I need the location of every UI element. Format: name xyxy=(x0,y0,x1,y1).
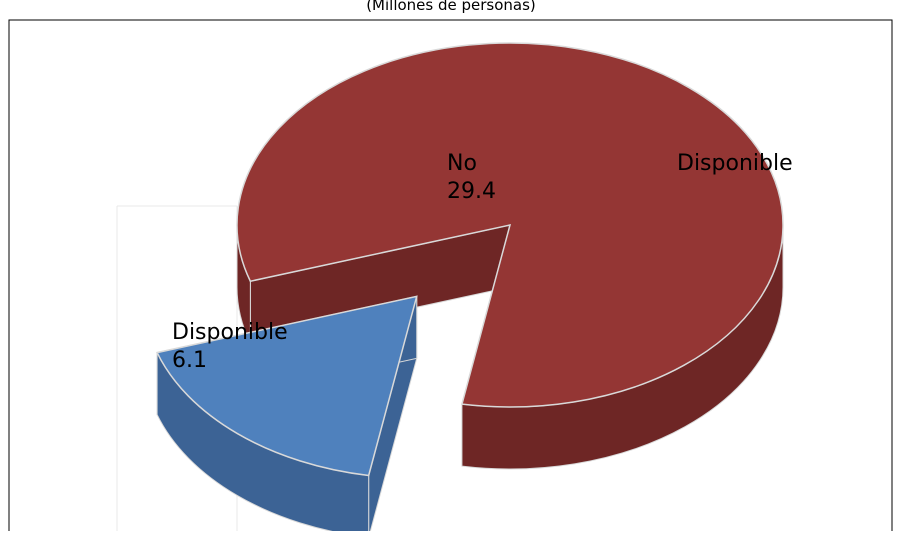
chart-subtitle: (Millones de personas) xyxy=(366,0,536,14)
label-no-value: 29.4 xyxy=(447,179,496,204)
label-disponible-value: 6.1 xyxy=(172,348,207,373)
label-no: No 29.4 xyxy=(447,151,496,204)
data-labels: No 29.4 Disponible Disponible 6.1 xyxy=(172,151,793,373)
slice-disponible xyxy=(156,295,418,477)
slice-no xyxy=(236,42,784,408)
label-disponible: Disponible 6.1 xyxy=(172,320,295,373)
chart-frame xyxy=(8,19,893,535)
slice-tops xyxy=(156,42,784,477)
label-disponible-extra: Disponible xyxy=(677,151,793,176)
label-disponible-line1: Disponible xyxy=(172,320,288,345)
label-no-line1: No xyxy=(447,151,477,176)
